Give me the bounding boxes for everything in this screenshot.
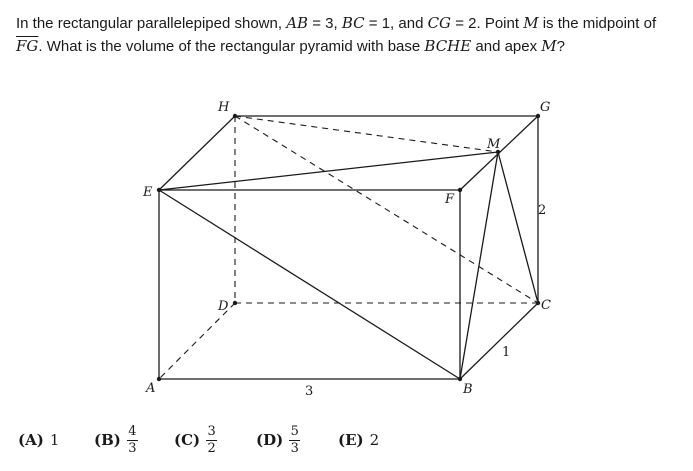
question-part: is the midpoint of: [538, 15, 657, 32]
point-m: M: [523, 14, 539, 32]
choice-label: (A): [18, 431, 44, 449]
choice-value: 1: [49, 431, 60, 449]
vertex-b: [457, 376, 463, 382]
choice-value: 2: [369, 431, 380, 449]
question-part: In the rectangular parallelepiped shown,: [16, 15, 287, 32]
choice-label: (D): [256, 431, 284, 449]
choice-label: (E): [338, 431, 364, 449]
fraction: 5 3: [289, 423, 301, 456]
denominator: 3: [290, 440, 299, 456]
fraction-bar: [289, 439, 301, 441]
label-e: E: [142, 185, 153, 200]
edge-mc: [497, 151, 539, 304]
hidden-edge-hc: [234, 115, 539, 304]
answer-choices: (A) 1 (B) 4 3 (C) 3 2 (D) 5 3 (E) 2: [18, 418, 678, 462]
choice-c[interactable]: (C) 3 2: [174, 418, 218, 462]
question-text: In the rectangular parallelepiped shown,…: [16, 12, 681, 58]
edge-eb: [158, 189, 461, 380]
vertex-h: [232, 113, 238, 119]
hidden-edge-da: [158, 302, 236, 380]
vertex-m: [495, 149, 501, 155]
edge-bc: [459, 302, 539, 380]
label-d: D: [217, 299, 229, 314]
denominator: 2: [207, 440, 216, 456]
label-length-bc: 1: [502, 345, 510, 360]
choice-b[interactable]: (B) 4 3: [94, 418, 138, 462]
numerator: 4: [128, 423, 137, 439]
question-part: . What is the volume of the rectangular …: [38, 38, 425, 55]
choice-e[interactable]: (E) 2: [338, 418, 379, 462]
label-a: A: [145, 381, 155, 396]
fraction: 3 2: [206, 423, 218, 456]
edge-eh: [158, 115, 236, 191]
question-part: = 3,: [308, 15, 342, 32]
edge-mb: [459, 151, 499, 380]
segment-ab: AB: [286, 14, 309, 32]
denominator: 3: [128, 440, 137, 456]
segment-bc: BC: [341, 14, 365, 32]
segment-fg: FG: [16, 37, 39, 55]
question-part: = 1, and: [364, 15, 428, 32]
vertex-f: [457, 187, 463, 193]
question-part: and apex: [471, 38, 542, 55]
label-h: H: [217, 100, 230, 115]
label-c: C: [541, 298, 551, 313]
vertex-a: [156, 376, 162, 382]
vertex-e: [156, 187, 162, 193]
choice-label: (B): [94, 431, 121, 449]
numerator: 3: [207, 423, 216, 439]
label-b: B: [462, 382, 473, 397]
segment-cg: CG: [427, 14, 452, 32]
vertex-g: [535, 113, 541, 119]
question-part: ?: [556, 38, 565, 55]
label-m: M: [486, 137, 501, 152]
vertex-c: [535, 300, 541, 306]
label-g: G: [540, 100, 550, 115]
label-length-ab: 3: [305, 384, 313, 399]
question-part: = 2. Point: [451, 15, 524, 32]
fraction-bar: [206, 439, 218, 441]
choice-d[interactable]: (D) 5 3: [256, 418, 301, 462]
label-f: F: [444, 192, 455, 207]
apex-m: M: [541, 37, 557, 55]
choice-a[interactable]: (A) 1: [18, 418, 59, 462]
edge-em: [158, 151, 499, 191]
label-length-cg: 2: [538, 203, 546, 218]
choice-label: (C): [174, 431, 201, 449]
fraction-bar: [126, 439, 138, 441]
hidden-edge-hm: [234, 115, 499, 153]
vertex-d: [232, 300, 238, 306]
base-bche: BCHE: [424, 37, 472, 55]
numerator: 5: [290, 423, 299, 439]
fraction: 4 3: [126, 423, 138, 456]
